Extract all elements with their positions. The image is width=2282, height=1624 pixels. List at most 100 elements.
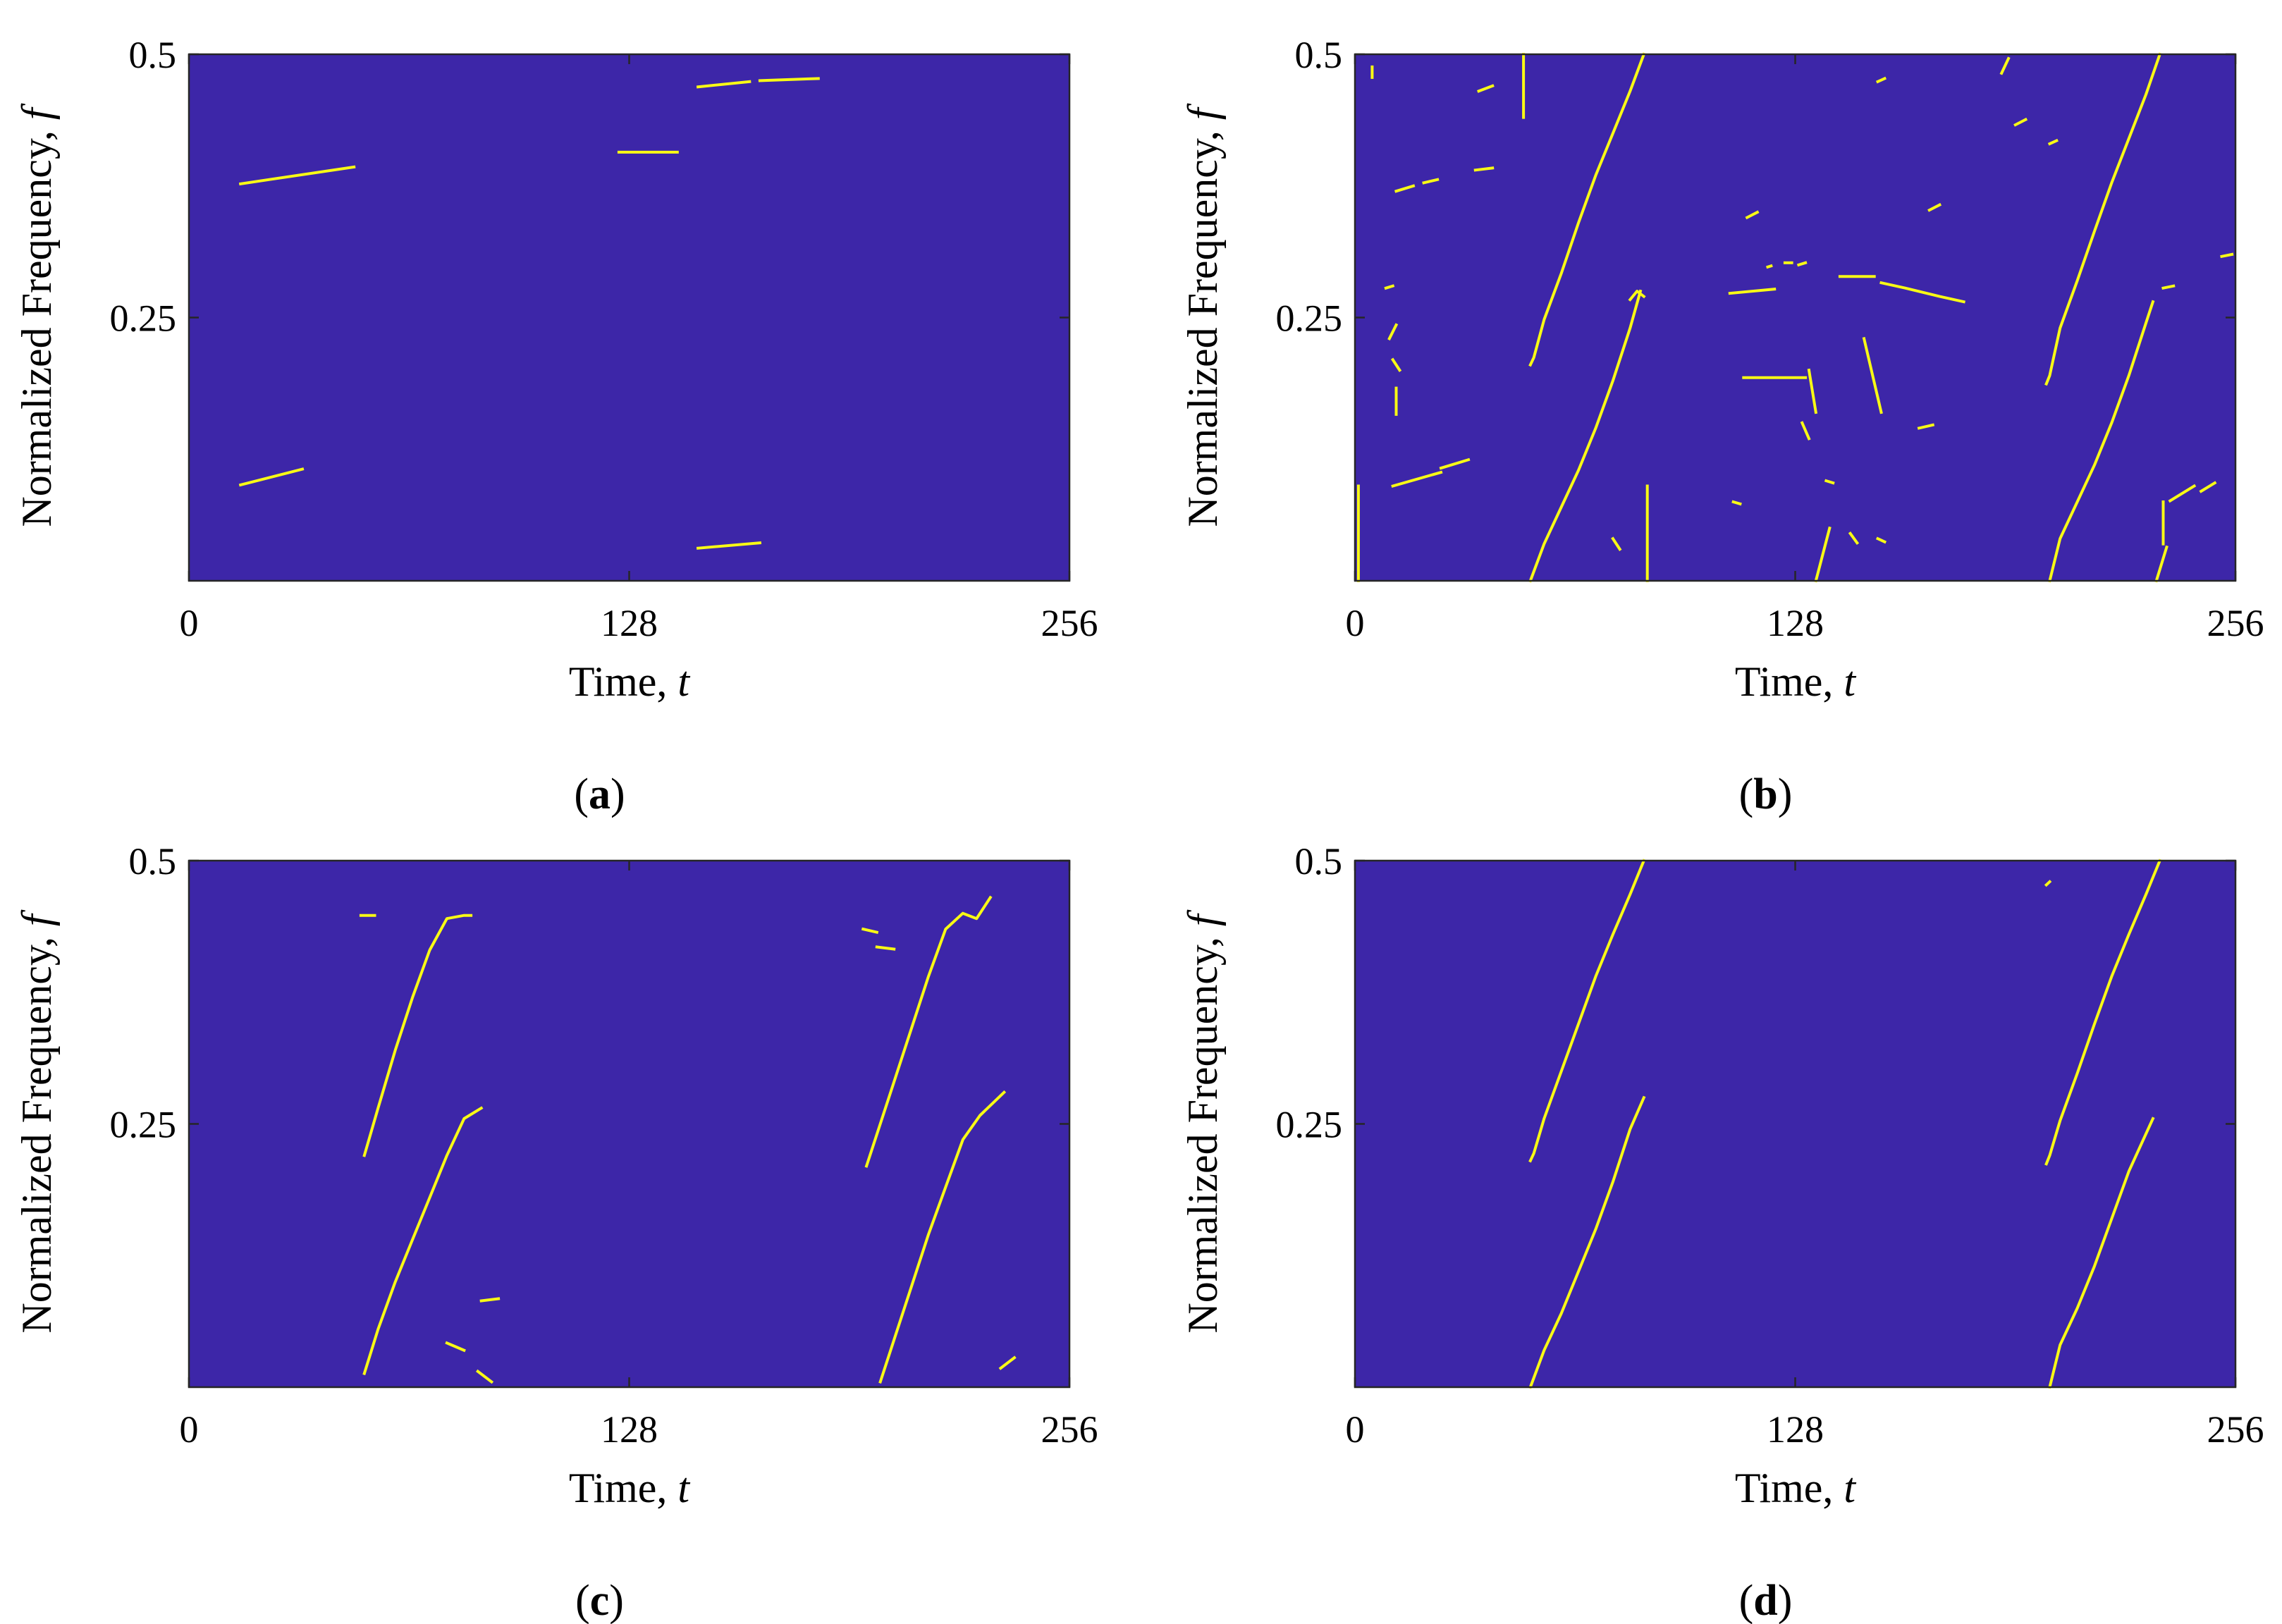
y-axis-label-variable: f	[1179, 909, 1226, 926]
y-axis-label: Normalized Frequency, f	[13, 909, 60, 1334]
plot-background	[1355, 861, 2235, 1387]
y-axis-label-variable: f	[1179, 103, 1226, 120]
ridge-segment	[2154, 545, 2168, 583]
ridge-segment	[1875, 536, 1887, 544]
x-axis-label-text: Time,	[569, 1465, 678, 1511]
ridge-segment	[1528, 289, 1643, 583]
ridge-segment	[1384, 284, 1395, 290]
ridge-segment	[2048, 300, 2155, 583]
y-tick-label: 0.5	[1295, 840, 1343, 882]
ridge-segment	[1439, 457, 1471, 470]
ridge-segment	[1390, 357, 1402, 372]
y-tick-label: 0.25	[1276, 1104, 1343, 1146]
ridge-segment	[878, 1090, 1007, 1384]
ridge-segment	[2044, 880, 2052, 887]
x-tick-label: 0	[180, 1408, 199, 1451]
ridge-segment	[1528, 1095, 1646, 1389]
ridge-segment	[2048, 1116, 2155, 1389]
x-axis-label-text: Time,	[1735, 658, 1844, 705]
panel-label-close: )	[1778, 1577, 1793, 1624]
x-tick-label: 0	[1346, 602, 1365, 644]
x-tick-label: 128	[1767, 602, 1824, 644]
x-tick-label: 256	[1041, 1408, 1098, 1451]
panel-label-open: (	[574, 770, 589, 818]
chart-panel-d: 0 128 256 0.25 0.5 Time, t Normalized Frequenc…	[1179, 840, 2264, 1624]
panel-label-close: )	[609, 1577, 624, 1624]
ridge-segment	[1477, 84, 1495, 93]
y-tick-label: 0.25	[110, 297, 177, 340]
ridge-segment	[1528, 52, 1646, 367]
ridge-layer	[359, 895, 1017, 1384]
ridge-segment	[1917, 423, 1935, 430]
ridge-segment	[864, 895, 993, 1168]
ridge-segment	[1745, 210, 1760, 220]
ridge-segment	[1731, 500, 1742, 506]
ridge-segment	[238, 467, 305, 487]
plot-background	[1355, 54, 2235, 581]
x-axis-label: Time, t	[1735, 658, 1857, 705]
ridge-segment	[2168, 484, 2197, 503]
ridge-segment	[1528, 859, 1646, 1163]
panel-label: (d)	[1739, 1577, 1793, 1624]
ridge-segment	[2199, 481, 2217, 493]
x-axis-label-variable: t	[677, 658, 690, 705]
x-tick-label: 0	[1346, 1408, 1365, 1451]
x-tick-label: 256	[1041, 602, 1098, 644]
y-axis-label-text: Normalized Frequency,	[1179, 926, 1226, 1334]
ridge-segment	[1879, 281, 1965, 304]
plot-background	[189, 861, 1069, 1387]
x-axis-label: Time, t	[569, 1465, 691, 1511]
x-axis-label-variable: t	[1844, 1465, 1856, 1511]
panel-label: (a)	[574, 770, 625, 818]
ridge-segment	[1473, 166, 1495, 172]
y-axis-label-text: Normalized Frequency,	[13, 120, 60, 527]
x-axis-label: Time, t	[1735, 1465, 1857, 1511]
y-tick-label: 0.25	[110, 1104, 177, 1146]
panel-label-open: (	[575, 1577, 590, 1624]
ridge-segment	[1422, 178, 1440, 185]
ridge-segment	[1796, 261, 1808, 267]
ridge-segment	[1391, 470, 1443, 488]
panel-label-letter: b	[1753, 770, 1777, 818]
ridge-segment	[696, 541, 762, 550]
ridge-segment	[1862, 336, 1883, 414]
y-tick-label: 0.25	[1276, 297, 1343, 340]
ridge-segment	[1848, 531, 1860, 545]
panel-label-close: )	[1778, 770, 1793, 818]
ridge-segment	[2044, 52, 2162, 386]
ridge-segment	[1875, 76, 1887, 84]
ridge-segment	[479, 1297, 501, 1303]
ridge-segment	[1800, 421, 1811, 441]
ridge-segment	[475, 1369, 494, 1384]
panel-label-open: (	[1739, 770, 1754, 818]
y-axis-label-text: Normalized Frequency,	[1179, 120, 1226, 527]
ridge-segment	[2013, 117, 2028, 127]
ridge-segment	[362, 914, 473, 1157]
panel-label-letter: d	[1753, 1577, 1777, 1624]
y-axis-label-variable: f	[13, 103, 60, 120]
ridge-segment	[2047, 138, 2059, 146]
x-axis-label-variable: t	[1844, 658, 1856, 705]
ridge-segment	[1814, 526, 1832, 583]
y-tick-label: 0.5	[1295, 34, 1343, 76]
ridge-segment	[1765, 264, 1773, 269]
ridge-segment	[1394, 184, 1416, 193]
ridge-layer	[1528, 859, 2162, 1389]
y-tick-label: 0.5	[129, 840, 177, 882]
ridge-segment	[696, 80, 752, 89]
ridge-segment	[2220, 252, 2234, 259]
ridge-segment	[1611, 536, 1622, 551]
y-axis-label: Normalized Frequency, f	[1179, 909, 1226, 1334]
y-axis-label: Normalized Frequency, f	[1179, 103, 1226, 527]
panel-label-letter: a	[589, 770, 611, 818]
y-axis-label-variable: f	[13, 909, 60, 926]
ridge-segment	[998, 1355, 1017, 1370]
ridge-segment	[1728, 288, 1777, 295]
y-tick-label: 0.5	[129, 34, 177, 76]
plot-background	[189, 54, 1069, 581]
ridge-segment	[2161, 284, 2176, 290]
ridge-segment	[2044, 859, 2162, 1166]
ridge-segment	[362, 1106, 484, 1376]
ridge-segment	[875, 945, 896, 951]
